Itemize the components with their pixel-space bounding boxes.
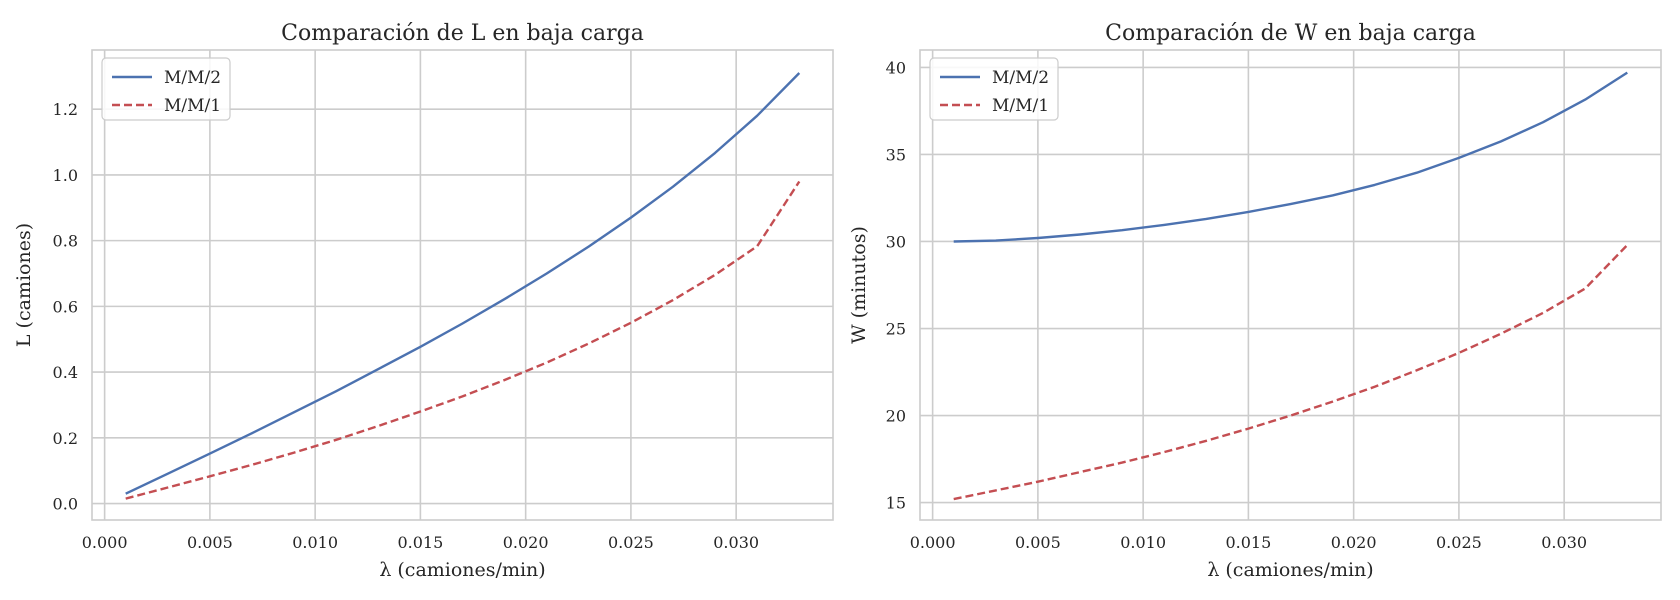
x-tick-label: 0.030 <box>713 533 759 552</box>
legend-label: M/M/2 <box>164 68 221 88</box>
x-tick-label: 0.025 <box>1436 533 1482 552</box>
x-tick-label: 0.010 <box>292 533 338 552</box>
legend-box <box>929 57 1059 121</box>
chart-title: Comparación de W en baja carga <box>1105 21 1476 46</box>
legend: M/M/2 M/M/1 <box>929 57 1059 121</box>
y-tick-label: 30 <box>886 232 906 251</box>
x-axis-label: λ (camiones/min) <box>379 559 545 581</box>
x-tick-label: 0.005 <box>1015 533 1061 552</box>
chart-panel-1: 0.000 0.005 0.010 0.015 0.020 0.025 0.030 0.0 0.… <box>13 21 834 581</box>
y-tick-label: 0.6 <box>53 297 78 316</box>
x-tick-label: 0.015 <box>1225 533 1271 552</box>
x-tick-label: 0.005 <box>187 533 233 552</box>
y-tick-label: 25 <box>886 320 906 339</box>
axes-frame <box>919 49 1662 521</box>
legend-box <box>101 57 231 121</box>
axes-frame <box>91 49 834 521</box>
series-line-mm1 <box>125 180 801 500</box>
y-tick-label: 15 <box>886 494 906 513</box>
y-axis-label: W (minutos) <box>848 226 870 344</box>
y-tick-label: 40 <box>886 58 906 77</box>
x-tick-label: 0.025 <box>608 533 654 552</box>
chart-panel-2: 0.000 0.005 0.010 0.015 0.020 0.025 0.030 15 20 2… <box>848 21 1662 581</box>
series-line-mm2 <box>125 72 801 495</box>
y-tick-label: 20 <box>886 407 906 426</box>
x-tick-label: 0.020 <box>1331 533 1377 552</box>
x-tick-label: 0.015 <box>397 533 443 552</box>
legend: M/M/2 M/M/1 <box>101 57 231 121</box>
x-tick-label: 0.000 <box>82 533 128 552</box>
legend-label: M/M/1 <box>164 96 221 116</box>
x-axis-label: λ (camiones/min) <box>1207 559 1373 581</box>
x-tick-label: 0.020 <box>503 533 549 552</box>
y-tick-label: 0.0 <box>53 495 78 514</box>
x-tick-label: 0.010 <box>1120 533 1166 552</box>
legend-label: M/M/2 <box>992 68 1049 88</box>
series-line-mm1 <box>953 244 1629 501</box>
y-axis-label: L (camiones) <box>13 223 35 347</box>
y-tick-label: 1.2 <box>53 100 78 119</box>
legend-label: M/M/1 <box>992 96 1049 116</box>
y-tick-label: 0.2 <box>53 429 78 448</box>
y-tick-label: 1.0 <box>53 166 78 185</box>
y-tick-label: 35 <box>886 145 906 164</box>
y-tick-label: 0.4 <box>53 363 78 382</box>
y-tick-label: 0.8 <box>53 232 78 251</box>
x-tick-label: 0.000 <box>910 533 956 552</box>
chart-title: Comparación de L en baja carga <box>281 21 644 46</box>
x-tick-label: 0.030 <box>1541 533 1587 552</box>
series-line-mm2 <box>953 71 1628 243</box>
